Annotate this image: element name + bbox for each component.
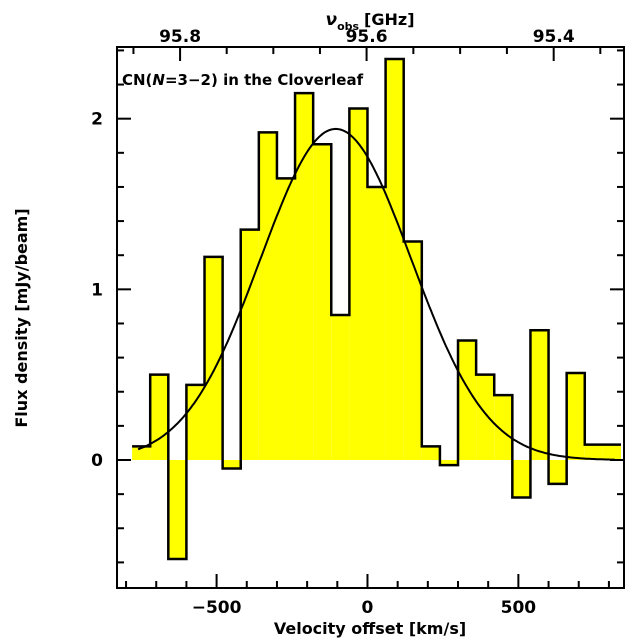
top-axis-unit: [GHz] xyxy=(364,10,414,29)
y-axis-label: Flux density [mJy/beam] xyxy=(12,208,31,427)
x-tick-label: −500 xyxy=(192,598,242,618)
histogram-bar xyxy=(530,330,549,461)
tick-layer xyxy=(117,47,624,588)
histogram-bar xyxy=(403,241,422,461)
spectrum-step-line xyxy=(132,57,621,561)
histogram-bar xyxy=(331,314,350,461)
chart-title-post: =3−2) in the Cloverleaf xyxy=(165,71,364,89)
chart-title-italic: N xyxy=(152,71,165,89)
histogram-bar xyxy=(168,460,187,559)
top-tick-label: 95.8 xyxy=(159,27,201,47)
top-tick-label: 95.6 xyxy=(346,27,388,47)
histogram-bar xyxy=(548,460,567,484)
top-axis-label: νobs [GHz] xyxy=(325,10,414,33)
histogram-bar xyxy=(566,372,585,461)
histogram-bar xyxy=(494,395,513,461)
histogram-bar xyxy=(367,186,386,461)
y-tick-label: 1 xyxy=(91,280,103,300)
x-tick-label: 500 xyxy=(501,598,537,618)
spectrum-fill-layer xyxy=(132,58,621,559)
chart-title-pre: CN( xyxy=(122,71,152,89)
top-axis-subscript: obs xyxy=(337,20,359,33)
gaussian-fit-layer xyxy=(137,127,615,461)
histogram-bar xyxy=(150,374,169,461)
chart-title: CN(N=3−2) in the Cloverleaf xyxy=(122,71,364,89)
histogram-bar xyxy=(602,444,621,461)
x-tick-label: 0 xyxy=(362,598,374,618)
y-tick-label: 2 xyxy=(91,110,103,130)
top-axis-symbol: ν xyxy=(325,10,337,30)
histogram-bar xyxy=(512,460,531,498)
histogram-bar xyxy=(385,58,404,461)
top-tick-label: 95.4 xyxy=(533,27,575,47)
histogram-bar xyxy=(458,340,477,461)
histogram-bar xyxy=(132,446,151,461)
spectrum-outline-layer xyxy=(132,57,621,561)
histogram-bar xyxy=(240,229,259,461)
histogram-bar xyxy=(204,256,223,461)
histogram-bar xyxy=(258,132,277,461)
histogram-bar xyxy=(421,446,440,461)
tick-label-layer: −500 0 500 0 1 2 95.8 95.6 95.4 xyxy=(91,27,575,618)
histogram-bar xyxy=(186,384,205,461)
histogram-bar xyxy=(476,374,495,461)
x-axis-label: Velocity offset [km/s] xyxy=(274,619,466,638)
histogram-bar xyxy=(439,460,459,466)
histogram-bar xyxy=(295,93,314,461)
histogram-bar xyxy=(313,144,332,461)
histogram-bar xyxy=(584,444,603,461)
histogram-bar xyxy=(276,178,296,461)
histogram-bar xyxy=(222,460,241,469)
plot-frame xyxy=(116,46,625,589)
histogram-bar xyxy=(349,108,368,461)
gaussian-fit-curve xyxy=(137,127,615,461)
y-tick-label: 0 xyxy=(91,451,103,471)
